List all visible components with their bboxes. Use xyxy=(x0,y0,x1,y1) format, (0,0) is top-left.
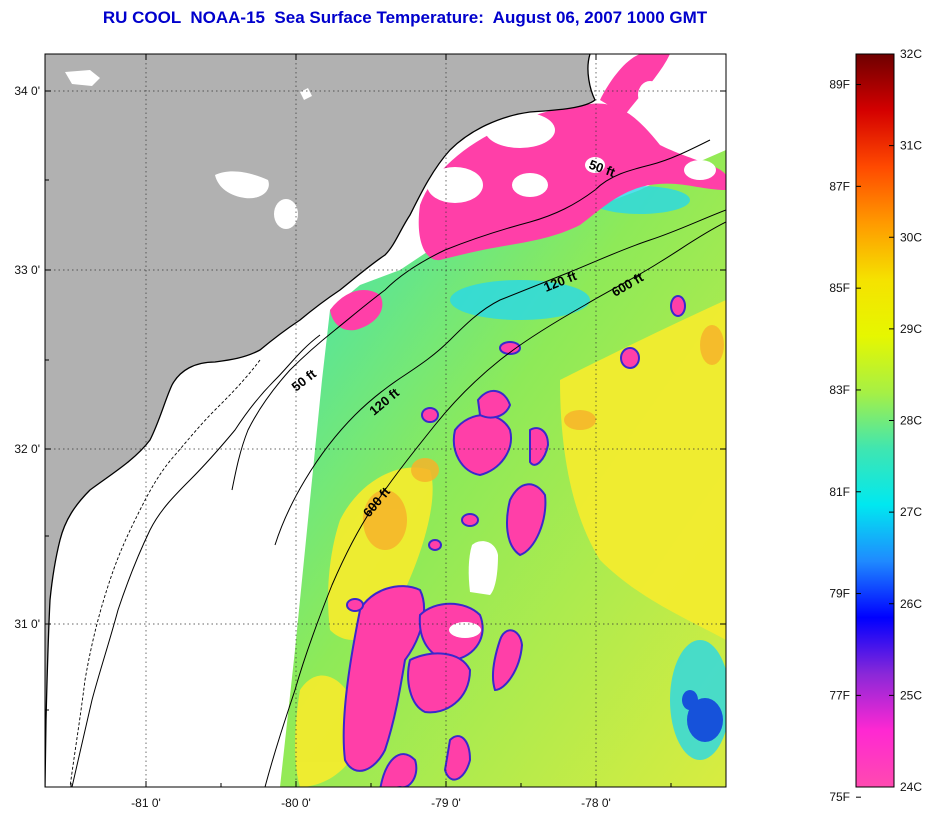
fahrenheit-label: 79F xyxy=(829,587,850,601)
celsius-label: 26C xyxy=(900,597,922,611)
celsius-label: 31C xyxy=(900,139,922,153)
lon-label-81: -81 0' xyxy=(131,796,161,810)
fahrenheit-label: 77F xyxy=(829,688,850,702)
blue-water xyxy=(682,690,723,742)
warm-water xyxy=(295,300,726,787)
celsius-label: 28C xyxy=(900,414,922,428)
fahrenheit-labels: 89F 87F 85F 83F 81F 79F 77F 75F xyxy=(829,78,850,805)
inner-coast xyxy=(69,359,261,787)
fahrenheit-label: 87F xyxy=(829,179,850,193)
lon-label-79: -79 0' xyxy=(431,796,461,810)
graticule xyxy=(45,54,726,787)
coastline xyxy=(45,54,596,787)
lat-label-34: 34 0' xyxy=(14,84,40,98)
barrier-islands xyxy=(71,334,321,787)
celsius-label: 30C xyxy=(900,230,922,244)
lat-label-32: 32 0' xyxy=(14,442,40,456)
cool-patches-south xyxy=(342,295,686,787)
lon-label-80: -80 0' xyxy=(281,796,311,810)
lat-label-33: 33 0' xyxy=(14,263,40,277)
celsius-label: 27C xyxy=(900,505,922,519)
map-title: RU COOL NOAA-15 Sea Surface Temperature:… xyxy=(102,8,708,27)
contour-line-120ft xyxy=(274,209,726,546)
cloud-gaps-south xyxy=(449,541,498,638)
fahrenheit-label: 85F xyxy=(829,281,850,295)
map-field xyxy=(45,54,726,787)
color-scale-ticks xyxy=(856,53,894,798)
lakes xyxy=(65,70,312,229)
contour-line-50ft xyxy=(231,139,711,491)
color-scale-bar xyxy=(855,53,895,788)
fahrenheit-label: 89F xyxy=(829,78,850,92)
celsius-label: 24C xyxy=(900,780,922,794)
celsius-label: 32C xyxy=(900,47,922,61)
celsius-label: 25C xyxy=(900,688,922,702)
tick-marks xyxy=(45,54,726,787)
cloud-gaps xyxy=(427,80,724,203)
lat-label-31: 31 0' xyxy=(14,617,40,631)
celsius-labels: 32C 31C 30C 29C 28C 27C 26C 25C 24C xyxy=(900,47,922,794)
contour-line-600ft xyxy=(264,221,726,787)
cool-north-tongue xyxy=(600,54,670,115)
map-frame xyxy=(44,53,727,788)
land xyxy=(45,54,595,787)
fahrenheit-label: 75F xyxy=(829,790,850,804)
celsius-label: 29C xyxy=(900,322,922,336)
fahrenheit-label: 81F xyxy=(829,485,850,499)
fahrenheit-label: 83F xyxy=(829,383,850,397)
cool-coastal-strip xyxy=(330,290,383,331)
lon-label-78: -78 0' xyxy=(581,796,611,810)
